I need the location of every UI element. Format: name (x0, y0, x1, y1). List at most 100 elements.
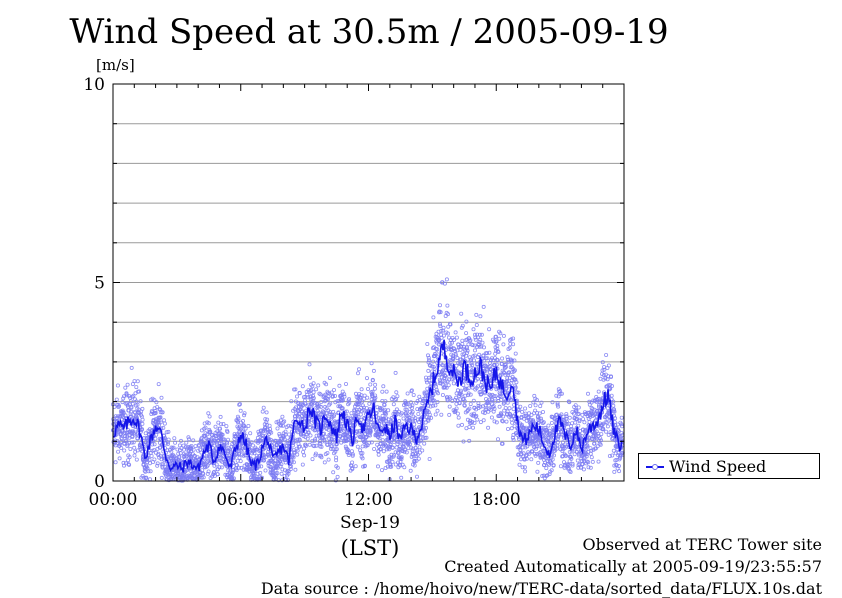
sample-point (342, 392, 347, 397)
sample-point (549, 420, 554, 425)
sample-point (303, 401, 308, 406)
sample-point (334, 458, 339, 463)
sample-point (152, 457, 157, 462)
sample-point (220, 459, 225, 464)
sample-point (524, 456, 529, 461)
sample-point (555, 440, 560, 445)
sample-point (289, 459, 294, 464)
sample-point (446, 383, 451, 388)
sample-point (307, 422, 312, 427)
sample-point (544, 466, 549, 471)
sample-point (464, 386, 469, 391)
sample-point (378, 441, 383, 446)
sample-point (452, 337, 457, 342)
sample-point (511, 407, 516, 412)
sample-point (477, 332, 482, 337)
sample-point (264, 410, 269, 415)
sample-point (129, 405, 134, 410)
sample-point (275, 471, 280, 476)
sample-point (201, 475, 206, 480)
sample-point (484, 407, 489, 412)
sample-point (472, 348, 477, 353)
sample-point (132, 432, 137, 437)
sample-point (363, 435, 368, 440)
sample-point (609, 374, 614, 379)
sample-point (529, 457, 534, 462)
sample-point (459, 325, 464, 330)
sample-point (616, 429, 621, 434)
sample-point (302, 453, 307, 458)
sample-point (249, 440, 254, 445)
sample-point (492, 362, 497, 367)
sample-point (393, 462, 398, 467)
sample-point (540, 445, 545, 450)
sample-point (225, 437, 230, 442)
sample-point (293, 467, 298, 472)
sample-point (612, 420, 617, 425)
sample-point (479, 332, 484, 337)
sample-point (556, 394, 561, 399)
sample-point (334, 455, 339, 460)
sample-point (435, 347, 440, 352)
sample-point (136, 407, 141, 412)
sample-point (279, 462, 284, 467)
sample-point (140, 417, 145, 422)
sample-point (313, 437, 318, 442)
legend: Wind Speed (638, 453, 820, 479)
sample-point (131, 393, 136, 398)
sample-point (260, 409, 265, 414)
sample-point (177, 443, 182, 448)
sample-point (324, 426, 329, 431)
sample-point (420, 448, 425, 453)
sample-point (410, 419, 415, 424)
sample-point (340, 406, 345, 411)
sample-point (512, 424, 517, 429)
sample-point (267, 452, 272, 457)
sample-point (567, 466, 572, 471)
sample-point (422, 441, 427, 446)
sample-point (307, 375, 312, 380)
sample-point (533, 403, 538, 408)
sample-point (322, 439, 327, 444)
sample-point (612, 407, 617, 412)
sample-point (554, 393, 559, 398)
sample-point (250, 443, 255, 448)
sample-point (535, 469, 540, 474)
sample-point (618, 455, 623, 460)
sample-point (575, 416, 580, 421)
sample-point (125, 382, 130, 387)
sample-point (494, 420, 499, 425)
sample-point (382, 416, 387, 421)
sample-point (459, 311, 464, 316)
sample-point (263, 468, 268, 473)
sample-point (570, 461, 575, 466)
sample-point (166, 429, 171, 434)
sample-point (507, 406, 512, 411)
sample-point (514, 380, 519, 385)
sample-point (489, 415, 494, 420)
sample-point (116, 449, 121, 454)
sample-point (128, 395, 133, 400)
sample-point (572, 452, 577, 457)
sample-point (464, 346, 469, 351)
sample-point (348, 419, 353, 424)
sample-point (447, 412, 452, 417)
sample-point (596, 389, 601, 394)
sample-point (340, 398, 345, 403)
sample-point (610, 383, 615, 388)
sample-point (517, 462, 522, 467)
sample-point (474, 312, 479, 317)
sample-point (619, 436, 624, 441)
sample-point (567, 459, 572, 464)
sample-point (519, 422, 524, 427)
sample-point (282, 419, 287, 424)
sample-point (435, 391, 440, 396)
sample-point (285, 477, 290, 482)
sample-point (484, 364, 489, 369)
sample-point (433, 382, 438, 387)
sample-point (402, 449, 407, 454)
sample-point (165, 448, 170, 453)
sample-point (485, 356, 490, 361)
sample-point (212, 469, 217, 474)
sample-point (407, 436, 412, 441)
